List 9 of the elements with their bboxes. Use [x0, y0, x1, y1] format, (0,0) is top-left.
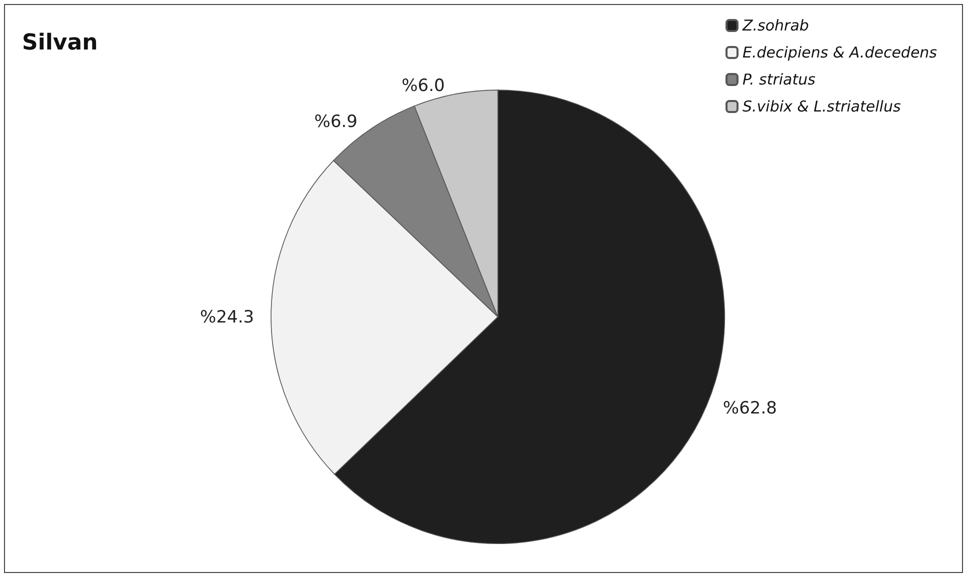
legend-label: P. striatus — [742, 70, 816, 88]
data-label: %24.3 — [200, 308, 254, 328]
legend-label: E.decipiens & A.decedens — [742, 44, 938, 62]
data-label: %62.8 — [722, 398, 777, 419]
text: Silvan — [22, 30, 98, 56]
legend-label: Z.sohrab — [742, 16, 809, 34]
data-label: %6.9 — [314, 112, 358, 132]
legend-label: S.vibix & L.striatellus — [742, 98, 901, 116]
data-label: %6.0 — [402, 76, 445, 96]
